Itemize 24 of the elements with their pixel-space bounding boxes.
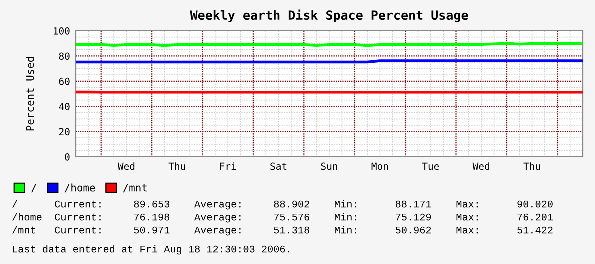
chart-title: Weekly earth Disk Space Percent Usage <box>190 10 468 22</box>
x-tick-label: Wed <box>472 162 490 170</box>
y-tick-label: 20 <box>59 128 70 136</box>
legend-label: / <box>32 184 37 193</box>
text: Last data entered at Fri Aug 18 12:30:03 2006. <box>13 245 290 255</box>
x-tick-label: Mon <box>372 162 388 170</box>
y-tick-label: 80 <box>59 52 70 60</box>
x-tick-label: Tue <box>422 162 440 170</box>
x-tick-label: Wed <box>118 162 135 170</box>
text: /mnt Current: 50.971 Average: 51.318 Min: 50.962 Max: 51.422 <box>12 226 553 236</box>
x-tick-label: Fri <box>220 162 236 170</box>
x-tick-label: Thu <box>168 162 186 170</box>
legend-label: /home <box>64 184 96 193</box>
legend-label: /mnt <box>123 184 147 193</box>
text: / Current: 89.653 Average: 88.902 Min: 88.171 Max: 90.020 <box>12 200 553 210</box>
text: /home Current: 76.198 Average: 75.576 Min: 75.129 Max: 76.201 <box>12 213 554 223</box>
x-tick-label: Sun <box>321 162 338 170</box>
x-tick-label: Sat <box>270 162 287 170</box>
x-tick-label: Thu <box>524 162 540 170</box>
y-tick-label: 40 <box>59 103 70 110</box>
y-tick-label: 100 <box>54 28 70 35</box>
y-axis-title: Percent Used <box>26 57 34 131</box>
y-tick-label: 0 <box>65 154 70 161</box>
y-tick-label: 60 <box>59 78 70 86</box>
